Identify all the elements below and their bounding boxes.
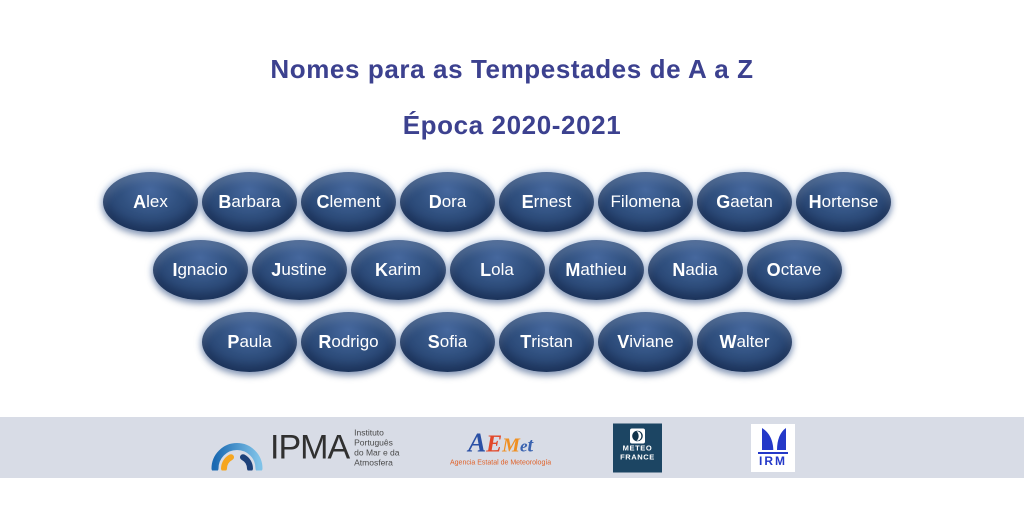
storm-name-initial: J	[271, 259, 282, 280]
storm-name-initial: E	[521, 191, 534, 212]
storm-name-rest: arim	[387, 260, 422, 279]
ipma-acronym: IPMA	[270, 428, 350, 467]
storm-name-initial: M	[565, 259, 581, 280]
storm-name-initial: A	[133, 191, 147, 212]
ipma-logo: IPMA Instituto Português do Mar e da Atmosf…	[210, 425, 400, 472]
storm-name-rest: ortense	[821, 192, 879, 211]
storm-name-rest: ofia	[439, 332, 468, 351]
storm-name-rest: adia	[685, 260, 718, 279]
storm-name-rest: lement	[329, 192, 381, 211]
storm-name-initial: S	[427, 331, 440, 352]
storm-name-initial: G	[716, 191, 731, 212]
storm-name-rest: ctave	[780, 260, 822, 279]
storm-name-initial: K	[374, 259, 388, 280]
storm-name-initial: B	[218, 191, 232, 212]
storm-name-initial: O	[766, 259, 781, 280]
meteo-france-name-line2: FRANCE	[620, 452, 655, 462]
aemet-letter: e	[519, 436, 528, 455]
season-subtitle: Época 2020-2021	[402, 110, 622, 140]
ipma-caption: Instituto Português do Mar e da Atmosfera	[354, 427, 399, 468]
storm-name-rest: ristan	[531, 332, 573, 351]
irm-label: IRM	[758, 451, 788, 468]
ipma-caption-line: Português	[354, 437, 393, 448]
irm-glyph-icon	[760, 427, 787, 451]
storm-name-rest: ustine	[281, 260, 327, 279]
ipma-caption-line: Instituto	[354, 427, 384, 438]
storm-name-rest: odrigo	[331, 332, 379, 351]
storm-name-rest: iviane	[629, 332, 674, 351]
meteo-france-sphere-icon	[630, 428, 645, 443]
storm-name-rest: gnacio	[177, 260, 228, 279]
storm-name-rest: aula	[239, 332, 272, 351]
storm-name-initial: F	[610, 192, 621, 211]
irm-logo: IRM	[751, 423, 795, 472]
storm-name-rest: aetan	[730, 192, 773, 211]
page-title: Nomes para as Tempestades de A a Z	[270, 54, 754, 84]
meteo-france-name-line1: METEO	[622, 443, 653, 452]
storm-name-initial: C	[316, 191, 330, 212]
ipma-caption-line: Atmosfera	[354, 457, 393, 468]
storm-name-rest: rnest	[533, 192, 572, 211]
storm-name-rest: ola	[491, 260, 514, 279]
aemet-letter: A	[468, 427, 487, 457]
ipma-rainbow-arcs-icon	[210, 425, 264, 472]
storm-name-initial: R	[318, 331, 332, 352]
aemet-letter: M	[502, 434, 520, 456]
storm-name-rest: athieu	[580, 260, 627, 279]
ipma-caption-line: do Mar e da	[354, 447, 400, 458]
storm-name-initial: I	[172, 259, 178, 280]
aemet-logo: AEMet Agencia Estatal de Meteorología	[450, 427, 552, 467]
storm-name-initial: D	[428, 191, 442, 212]
storm-name-initial: L	[480, 259, 492, 280]
footer-band: IPMA Instituto Português do Mar e da Atmosf…	[0, 417, 1024, 478]
storm-name-initial: P	[227, 331, 240, 352]
storm-name-rest: ilomena	[620, 192, 681, 211]
aemet-letter: E	[486, 431, 503, 457]
storm-name-initial: W	[719, 331, 737, 352]
storm-name-initial: V	[617, 331, 630, 352]
storm-name-initial: N	[672, 259, 686, 280]
storm-name-rest: ora	[441, 192, 467, 211]
storm-name-rest: lex	[146, 192, 168, 211]
storm-name-initial: H	[808, 191, 822, 212]
meteo-france-box: METEO FRANCE	[613, 423, 662, 472]
storm-name-initial: T	[520, 331, 532, 352]
aemet-letter: t	[527, 434, 534, 456]
aemet-caption: Agencia Estatal de Meteorología	[450, 459, 552, 466]
storm-name-rest: alter	[736, 332, 770, 351]
meteo-france-logo: METEO FRANCE	[613, 423, 662, 472]
storm-name-rest: arbara	[231, 192, 281, 211]
aemet-wordmark: AEMet	[468, 427, 534, 457]
irm-box: IRM	[751, 423, 795, 472]
